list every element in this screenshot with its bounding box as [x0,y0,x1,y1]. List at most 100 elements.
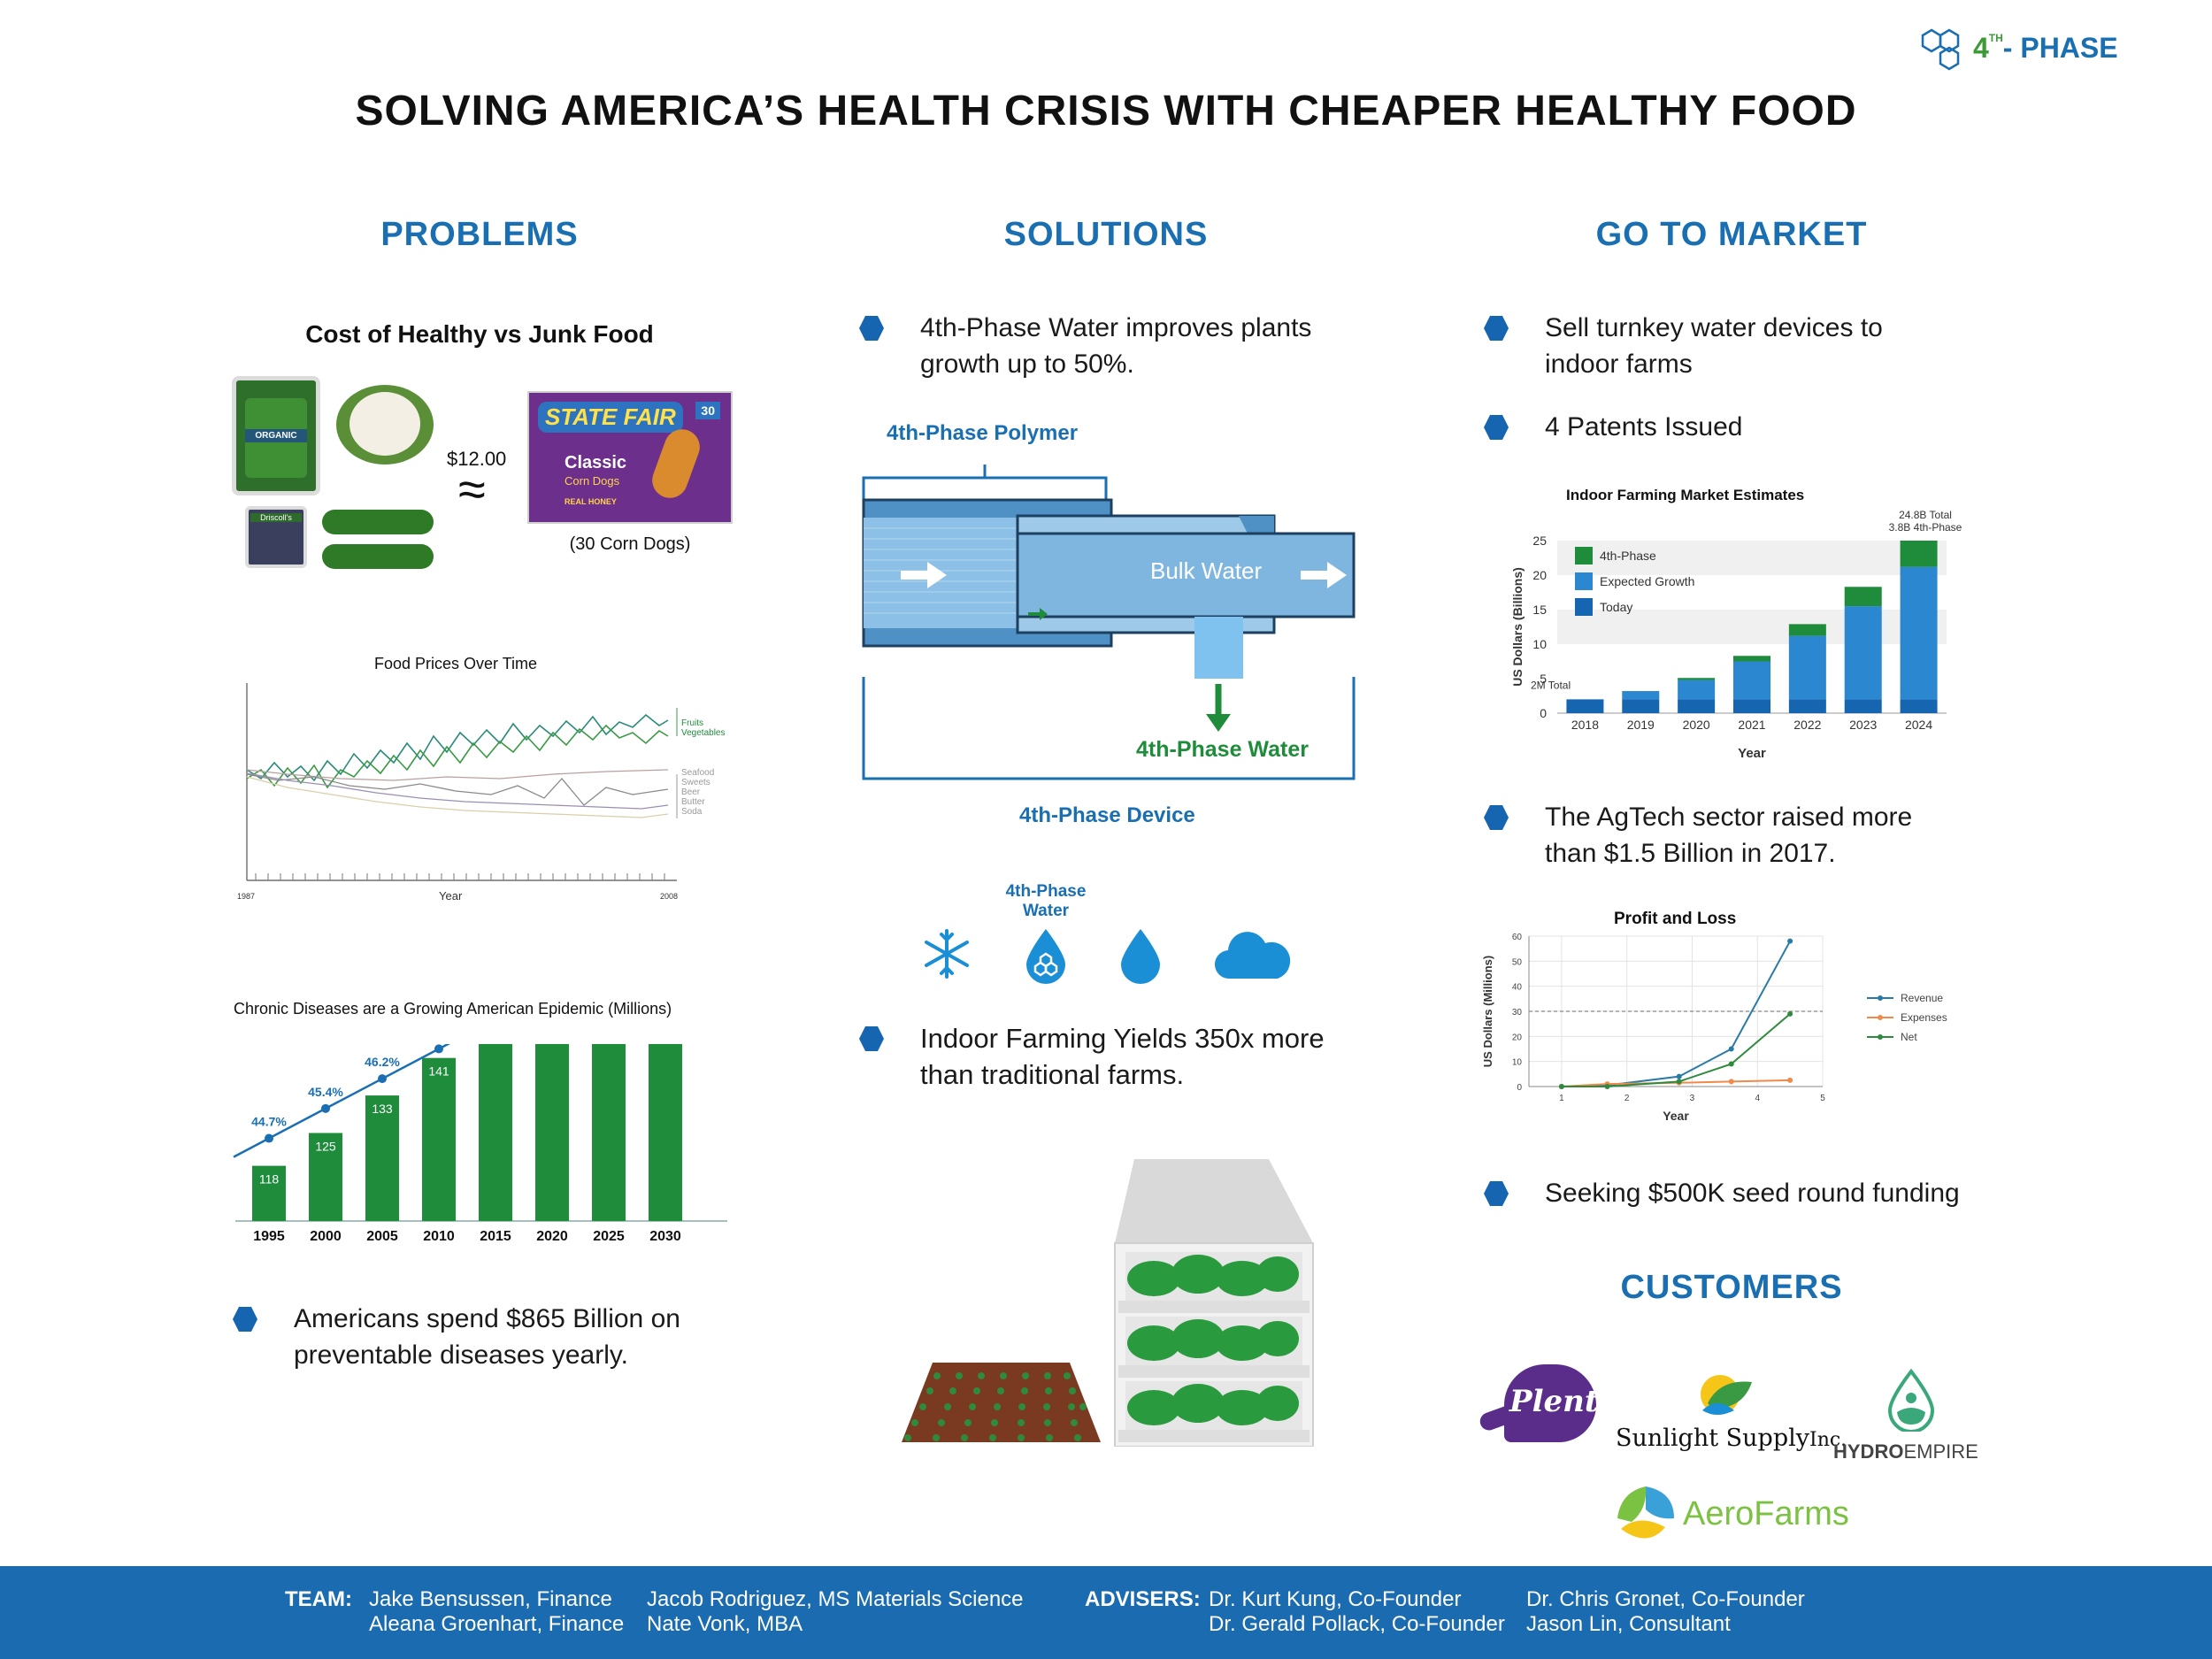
market-bar-segment [1788,635,1826,700]
legend-beer: Beer [681,787,701,797]
sunlight-supply-logo: Sunlight SupplyInc. [1616,1370,1847,1458]
aerofarms-leaf-icon [1617,1486,1674,1539]
pl-x-tick: 2 [1624,1094,1630,1103]
butter-line [246,772,669,810]
chronic-tick-label: 2005 [366,1229,398,1244]
customers-heading: CUSTOMERS [1620,1269,1843,1306]
market-y-tick: 15 [1532,603,1547,617]
solutions-bullet-2-text: Indoor Farming Yields 350x more than tra… [920,1023,1325,1090]
package-badge: 30 [695,402,720,419]
market-legend-swatch [1575,572,1593,590]
market-chart-title: Indoor Farming Market Estimates [1566,487,1805,503]
market-bar-segment [1844,587,1882,607]
bulk-water-label: Bulk Water [1150,557,1263,584]
spinach-image: ORGANIC [232,376,320,495]
soda-line [246,776,669,818]
farm-comparison-image [902,1159,1314,1447]
hydro-bold: HYDRO [1833,1440,1904,1463]
legend-vegetables: Vegetables [681,728,726,738]
team-label: TEAM: [285,1587,352,1611]
problems-bullet: Americans spend $865 Billion on preventa… [232,1301,727,1373]
market-y-tick: 20 [1532,568,1547,582]
market-bar-segment [1788,699,1826,713]
advisers-col-1: Dr. Kurt Kung, Co-Founder Dr. Gerald Pol… [1209,1587,1505,1637]
sunlight-text: Sunlight Supply [1616,1425,1809,1452]
package-honey: REAL HONEY [565,497,617,506]
pl-series-point [1787,1010,1793,1017]
cucumber-2-image [322,544,434,569]
pl-series-point [1787,1077,1793,1083]
pl-series-point [1787,938,1793,944]
sunlight-inc: Inc. [1809,1429,1847,1451]
legend-seafood: Seafood [681,768,715,778]
corndog-image [647,424,705,503]
structured-water-drop-icon [1026,929,1065,984]
chronic-trend-point [321,1103,330,1113]
aerofarms-logo: AeroFarms [1612,1483,1851,1550]
hexagon-bullet-icon [233,1307,257,1332]
hexagon-bullet-icon [859,1026,884,1051]
pl-chart-title: Profit and Loss [1614,910,1737,928]
advisers-label: ADVISERS: [1085,1587,1201,1611]
market-x-tick: 2018 [1571,718,1599,732]
pl-series-line [1561,941,1791,1087]
chronic-bar-value: 125 [315,1140,336,1154]
pl-legend-marker [1878,1034,1883,1040]
market-bar-segment [1566,699,1604,713]
chronic-bar-value: 133 [372,1102,393,1116]
market-estimates-chart: 0 5 10 15 20 25 2018 2019 2020 2021 2022 2023 2024 4t… [1510,509,1962,761]
team-col-2: Jacob Rodriguez, MS Materials Science Na… [647,1587,1024,1637]
chronic-tick-label: 2030 [649,1229,681,1244]
hexagon-bullet-icon [1484,805,1509,830]
chronic-trend-line [233,1044,450,1158]
market-bullet-4: Seeking $500K seed round funding [1483,1175,2014,1211]
food-prices-ticks [255,873,665,880]
market-bar-segment [1622,699,1660,713]
market-x-tick: 2021 [1738,718,1765,732]
market-y-label: US Dollars (Billions) [1510,567,1525,687]
pl-series-point [1676,1079,1682,1085]
market-legend-label: 4th-Phase [1600,549,1656,563]
market-bar-segment [1844,699,1882,713]
brand-logo: 4TH- PHASE [1909,23,2131,76]
food-x-label: Year [439,889,463,902]
berries-label: Driscoll's [250,513,302,522]
market-x-label: Year [1738,746,1766,761]
market-legend-label: Expected Growth [1600,574,1694,588]
market-grid-band [1557,541,1947,575]
logo-four: 4 [1973,32,1989,64]
pl-series-point [1728,1046,1734,1052]
market-x-tick: 2019 [1627,718,1655,732]
package-line1: Classic [565,453,627,472]
market-y-tick: 25 [1532,534,1547,548]
pl-x-tick: 4 [1755,1094,1760,1103]
legend-soda: Soda [681,807,703,817]
chronic-bar-value: 118 [259,1172,280,1187]
market-y-tick: 10 [1532,637,1547,651]
chronic-trend-point [265,1133,273,1143]
hexagon-bullet-icon [859,316,884,341]
hydro-drop-icon [1887,1368,1935,1432]
market-bar-segment [1900,541,1938,567]
market-legend-label: Today [1600,600,1632,614]
market-bar-segment [1900,566,1938,700]
pl-y-tick: 60 [1512,933,1523,942]
sun-leaf-icon [1701,1375,1752,1415]
market-y-tick: 5 [1540,672,1547,686]
pl-series-point [1604,1084,1610,1089]
market-annotation: 3.8B 4th-Phase [1889,521,1962,534]
chronic-tick-label: 2025 [593,1229,625,1244]
hexagon-bullet-icon [1484,316,1509,341]
package-line2: Corn Dogs [565,474,620,488]
beer-line [246,773,669,806]
legend-butter: Butter [681,797,705,807]
team-member: Nate Vonk, MBA [647,1612,803,1636]
pl-legend-label: Expenses [1901,1011,1947,1024]
market-bar-segment [1678,699,1716,713]
logo-phase: - PHASE [2002,32,2118,64]
team-member: Jake Bensussen, Finance [369,1587,612,1611]
legend-fruits: Fruits [681,718,703,728]
device-diagram [862,465,1356,780]
adviser: Dr. Kurt Kung, Co-Founder [1209,1587,1462,1611]
adviser: Jason Lin, Consultant [1526,1612,1731,1636]
